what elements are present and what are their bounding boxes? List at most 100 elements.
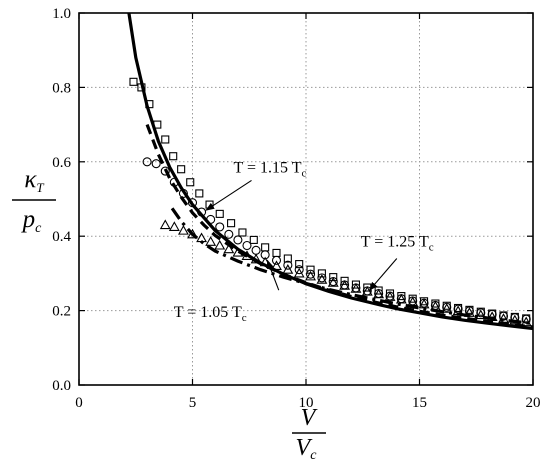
model-curve-square: [127, 12, 534, 331]
marker-circle: [510, 313, 520, 323]
y-tick-label: 0.2: [52, 304, 71, 320]
x-tick-label: 15: [412, 395, 427, 411]
marker-triangle: [350, 283, 362, 293]
marker-square: [351, 280, 360, 289]
annotation-label: T = 1.25 Tc: [361, 234, 434, 254]
marker-circle: [294, 265, 304, 275]
svg-text:pc: pc: [21, 206, 43, 236]
annotation-arrow: [368, 258, 398, 291]
marker-square: [153, 120, 162, 129]
marker-triangle: [520, 316, 532, 327]
marker-triangle: [463, 307, 475, 317]
annotation-label-sub: c: [302, 167, 307, 179]
marker-circle: [187, 198, 198, 208]
marker-triangle: [486, 311, 498, 321]
marker-triangle: [177, 224, 189, 235]
marker-square: [215, 209, 224, 218]
marker-triangle: [168, 221, 180, 231]
marker-triangle: [223, 243, 235, 254]
marker-triangle: [271, 260, 282, 271]
y-tick-label: 0.0: [52, 378, 71, 394]
marker-circle: [215, 222, 225, 232]
curves: [127, 12, 534, 331]
model-curve-triangle: [170, 207, 534, 326]
marker-triangle: [452, 305, 464, 316]
marker-circle: [305, 269, 316, 279]
marker-circle: [464, 306, 474, 316]
marker-circle: [498, 311, 509, 321]
marker-circle: [160, 166, 170, 176]
x-tick-label: 20: [526, 395, 541, 411]
marker-circle: [283, 260, 293, 270]
marker-circle: [206, 214, 216, 225]
marker-triangle: [361, 286, 373, 296]
marker-square: [205, 200, 214, 209]
marker-circle: [169, 177, 179, 187]
marker-square: [238, 228, 247, 237]
marker-square: [186, 178, 195, 187]
annotation-arrow: [266, 259, 280, 291]
marker-circle: [151, 159, 161, 169]
y-label-numerator-sub: T: [36, 180, 44, 195]
ticks: 0 5 10 15 20 0.0 0.2 0.4 0.6 0.8 1.0: [52, 6, 540, 411]
y-label-denominator-sub: c: [35, 221, 42, 236]
marker-triangle: [373, 288, 385, 299]
marker-circle: [453, 304, 463, 314]
svg-text:κT: κT: [24, 166, 44, 195]
y-label-numerator: κ: [24, 166, 37, 193]
marker-square: [129, 77, 138, 86]
marker-square: [261, 243, 270, 252]
y-axis-label: κT pc: [12, 166, 56, 236]
annotation-label-sub: c: [242, 312, 247, 324]
model-curve-circle: [145, 124, 534, 329]
marker-triangle: [441, 303, 453, 313]
x-label-numerator: V: [301, 405, 318, 431]
marker-triangle: [282, 264, 294, 274]
markers: [129, 77, 532, 327]
x-tick-label: 5: [189, 395, 197, 411]
marker-triangle: [498, 313, 509, 323]
svg-text:Vc: Vc: [296, 435, 318, 463]
marker-circle: [224, 229, 234, 239]
marker-circle: [178, 188, 188, 198]
y-tick-label: 0.8: [52, 80, 71, 96]
marker-square: [295, 260, 304, 269]
marker-triangle: [509, 314, 521, 325]
x-axis-label: V Vc: [292, 405, 326, 463]
marker-triangle: [339, 280, 351, 290]
marker-triangle: [187, 228, 198, 239]
marker-triangle: [293, 267, 305, 278]
marker-triangle: [232, 246, 244, 257]
marker-circle: [142, 157, 152, 167]
marker-circle: [521, 314, 531, 324]
marker-square: [161, 135, 170, 144]
marker-triangle: [429, 300, 441, 311]
x-label-denominator-sub: c: [310, 448, 317, 463]
annotation-label: T = 1.05 Tc: [174, 304, 247, 324]
marker-circle: [242, 240, 252, 251]
marker-triangle: [407, 296, 419, 307]
marker-square: [306, 265, 315, 274]
marker-square: [249, 235, 258, 244]
marker-triangle: [384, 291, 396, 301]
marker-circle: [251, 245, 261, 255]
annotation-label-main: T = 1.05 T: [174, 304, 242, 321]
marker-square: [227, 219, 236, 228]
grid: [79, 13, 533, 385]
marker-triangle: [214, 239, 226, 250]
marker-circle: [487, 309, 497, 319]
marker-square: [145, 100, 154, 109]
marker-square: [137, 83, 146, 92]
marker-triangle: [241, 250, 253, 260]
marker-square: [283, 254, 292, 263]
marker-triangle: [475, 309, 487, 320]
marker-triangle: [327, 277, 339, 287]
marker-triangle: [196, 232, 208, 243]
marker-circle: [476, 308, 486, 318]
annotation-arrow: [205, 179, 252, 211]
marker-square: [272, 248, 281, 257]
annotations: T = 1.15 TcT = 1.25 TcT = 1.05 Tc: [174, 159, 434, 324]
annotation-label-sub: c: [429, 242, 434, 254]
marker-circle: [197, 207, 207, 217]
